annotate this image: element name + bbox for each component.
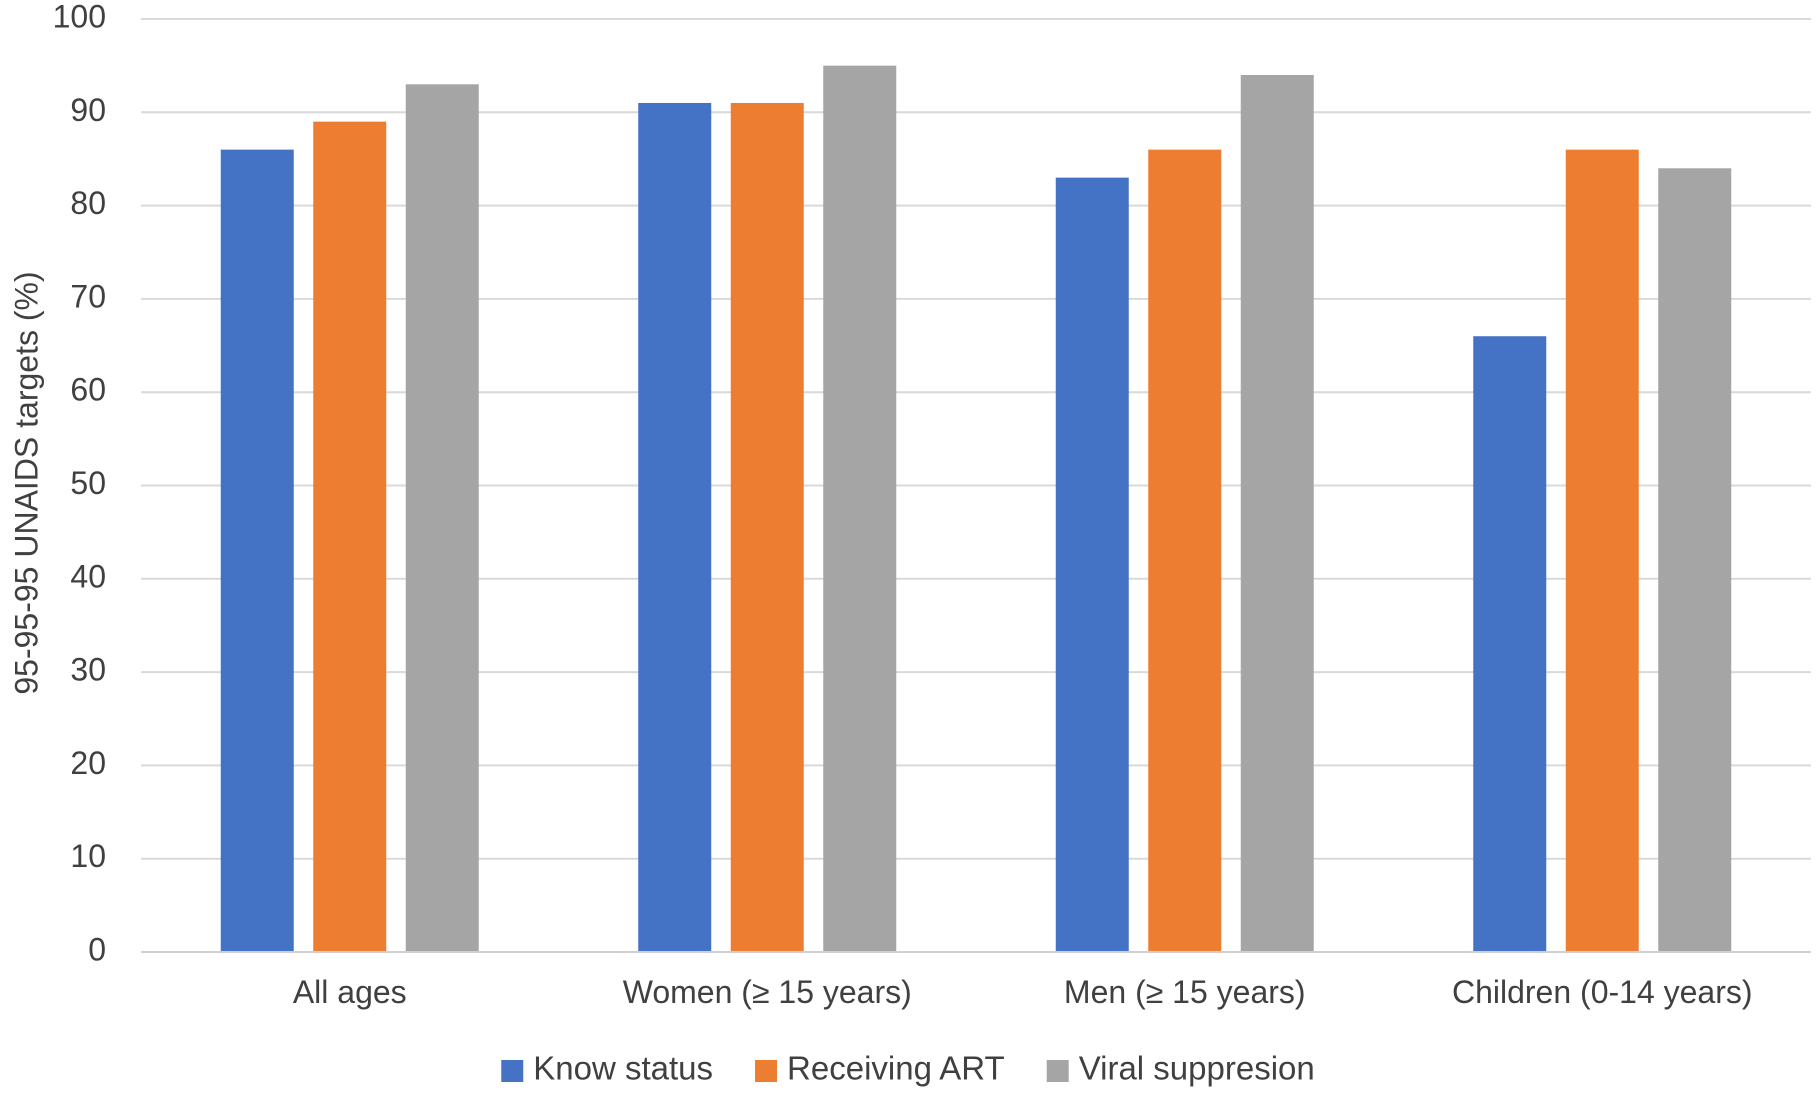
x-category-label: All ages xyxy=(293,974,407,1010)
y-tick-label: 30 xyxy=(70,652,106,688)
y-tick-label: 0 xyxy=(88,931,106,967)
y-tick-label: 10 xyxy=(70,838,106,874)
legend-item: Know status xyxy=(501,1050,713,1087)
x-axis-category-labels: All ages Women (≥ 15 years) Men (≥ 15 year… xyxy=(293,974,1753,1010)
bar-receiving-art-3 xyxy=(1148,149,1222,952)
x-category-label: Children (0-14 years) xyxy=(1452,974,1753,1010)
legend: Know status Receiving ART Viral suppresion xyxy=(501,1050,1315,1087)
legend-label: Viral suppresion xyxy=(1079,1050,1315,1087)
y-tick-label: 50 xyxy=(70,465,106,501)
y-tick-label: 90 xyxy=(70,92,106,128)
y-tick-label: 80 xyxy=(70,185,106,221)
y-axis-tick-labels: 0 10 20 30 40 50 60 70 80 90 100 xyxy=(53,0,106,967)
legend-label: Know status xyxy=(533,1050,713,1087)
bar-know-status-2 xyxy=(638,102,712,953)
legend-item: Viral suppresion xyxy=(1046,1050,1315,1087)
y-tick-label: 60 xyxy=(70,372,106,408)
gridlines xyxy=(141,18,1811,860)
bar-viral-suppresion-2 xyxy=(823,65,897,952)
bar-viral-suppresion-4 xyxy=(1658,168,1732,952)
legend-label: Receiving ART xyxy=(787,1050,1005,1087)
y-tick-label: 40 xyxy=(70,558,106,594)
bar-receiving-art-4 xyxy=(1565,149,1639,952)
legend-swatch xyxy=(501,1060,524,1082)
bar-viral-suppresion-3 xyxy=(1240,74,1314,953)
y-axis-title: 95-95-95 UNAIDS targets (%) xyxy=(8,271,44,694)
x-category-label: Women (≥ 15 years) xyxy=(623,974,912,1010)
legend-swatch xyxy=(1046,1060,1069,1082)
bar-receiving-art-2 xyxy=(730,102,804,953)
bar-know-status-4 xyxy=(1473,336,1547,953)
bar-know-status-3 xyxy=(1055,177,1129,953)
bar-viral-suppresion-1 xyxy=(405,84,479,952)
bars xyxy=(220,65,1732,953)
x-category-label: Men (≥ 15 years) xyxy=(1064,974,1306,1010)
y-tick-label: 70 xyxy=(70,278,106,314)
legend-swatch xyxy=(755,1060,778,1082)
bar-know-status-1 xyxy=(220,149,294,952)
bar-receiving-art-1 xyxy=(313,121,387,952)
legend-item: Receiving ART xyxy=(755,1050,1005,1087)
y-tick-label: 20 xyxy=(70,745,106,781)
y-tick-label: 100 xyxy=(53,0,106,34)
